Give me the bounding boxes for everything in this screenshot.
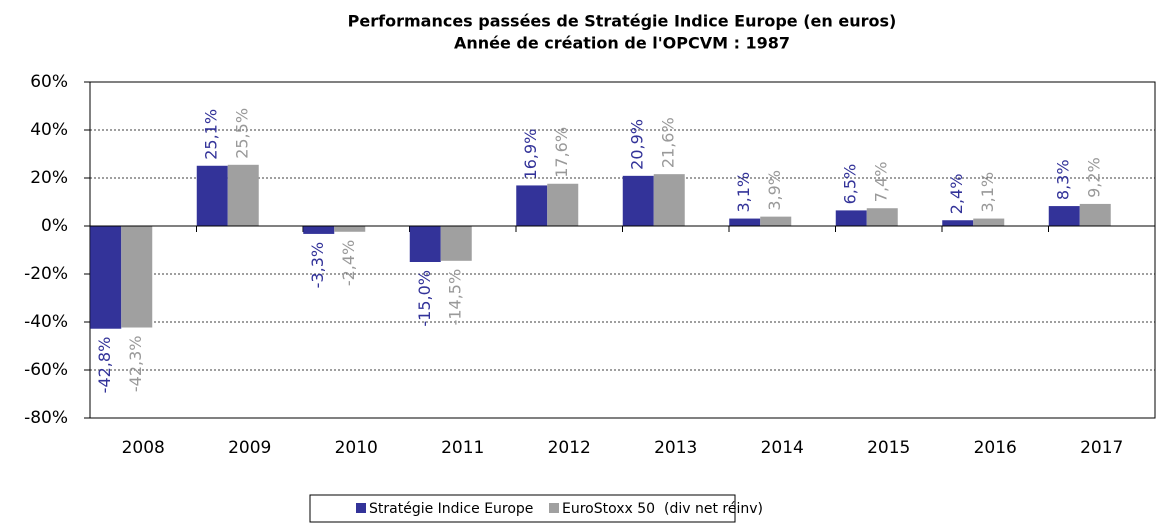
y-tick-label: -20% [24, 264, 68, 284]
bar [760, 216, 792, 226]
legend-label: EuroStoxx 50 (div net réinv) [562, 501, 763, 517]
data-label: 3,1% [734, 172, 753, 213]
data-label: 25,1% [202, 109, 221, 160]
data-label: -2,4% [339, 240, 358, 286]
data-label: -14,5% [446, 269, 465, 326]
bar [653, 174, 685, 226]
x-tick-label: 2016 [974, 438, 1017, 458]
bar [547, 183, 579, 226]
bar [303, 226, 335, 234]
chart-subtitle: Année de création de l'OPCVM : 1987 [454, 34, 790, 53]
bar [622, 175, 654, 226]
plot-border [89, 81, 1156, 419]
bar [227, 164, 259, 226]
data-label: 9,2% [1085, 157, 1104, 198]
y-tick-label: -80% [24, 408, 68, 428]
bar [334, 226, 366, 232]
legend-swatch [356, 503, 366, 513]
bar [121, 226, 153, 328]
chart-title: Performances passées de Stratégie Indice… [348, 12, 897, 31]
data-label: 2,4% [947, 174, 966, 215]
bar [1048, 206, 1080, 226]
y-tick-label: -40% [24, 312, 68, 332]
bar [866, 208, 898, 226]
bar [729, 218, 761, 226]
data-label: 3,1% [978, 172, 997, 213]
data-label: 3,9% [765, 170, 784, 211]
data-label: 21,6% [659, 117, 678, 168]
bar [973, 218, 1005, 226]
y-tick-label: 20% [30, 168, 68, 188]
data-label: -42,3% [126, 336, 145, 393]
data-label: -42,8% [95, 337, 114, 394]
data-label: 8,3% [1054, 159, 1073, 200]
x-tick-label: 2014 [761, 438, 804, 458]
bar [196, 165, 228, 226]
data-label: 16,9% [521, 129, 540, 180]
bar [516, 185, 548, 226]
data-label: 25,5% [233, 108, 252, 159]
x-tick-label: 2012 [548, 438, 591, 458]
data-label: -3,3% [308, 242, 327, 288]
x-tick-label: 2011 [441, 438, 484, 458]
legend-box [309, 494, 736, 523]
bar [1079, 203, 1111, 226]
bar [835, 210, 867, 226]
x-tick-label: 2009 [228, 438, 271, 458]
y-tick-label: 40% [30, 120, 68, 140]
x-tick-label: 2010 [335, 438, 378, 458]
data-label: -15,0% [415, 270, 434, 327]
data-label: 20,9% [628, 119, 647, 170]
x-tick-label: 2017 [1080, 438, 1123, 458]
x-tick-label: 2013 [654, 438, 697, 458]
data-label: 6,5% [841, 164, 860, 205]
x-tick-label: 2015 [867, 438, 910, 458]
bar [409, 226, 441, 262]
bar [440, 226, 472, 261]
bar [942, 220, 974, 226]
x-tick-label: 2008 [122, 438, 165, 458]
y-tick-label: -60% [24, 360, 68, 380]
bar [90, 226, 122, 329]
legend-swatch [549, 503, 559, 513]
data-label: 17,6% [552, 127, 571, 178]
legend-label: Stratégie Indice Europe [369, 501, 533, 517]
data-label: 7,4% [872, 162, 891, 203]
y-tick-label: 60% [30, 72, 68, 92]
y-tick-label: 0% [41, 216, 68, 236]
